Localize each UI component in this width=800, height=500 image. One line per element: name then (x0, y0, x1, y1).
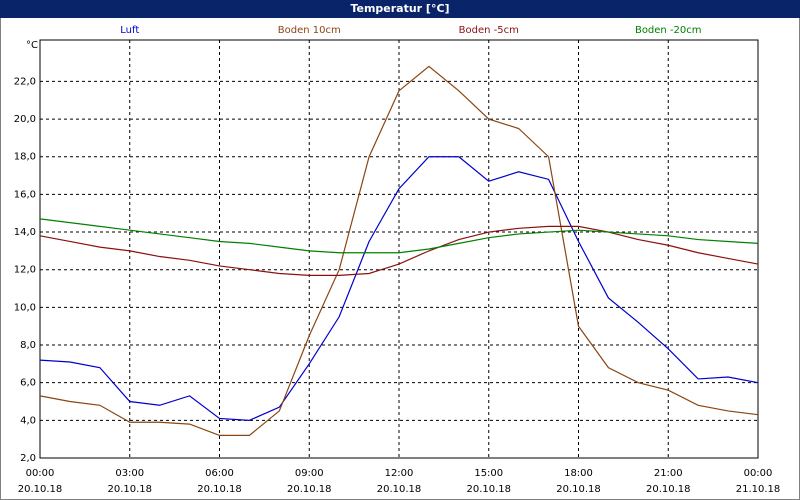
x-tick-date: 20.10.18 (287, 484, 332, 495)
x-tick-date: 20.10.18 (107, 484, 152, 495)
plot-border (39, 39, 759, 459)
y-tick-label: 16,0 (14, 189, 36, 200)
y-tick-label: 12,0 (14, 265, 36, 276)
x-tick-label: 09:00 (295, 468, 324, 479)
chart-title: Temperatur [°C] (350, 2, 449, 15)
x-tick-date: 20.10.18 (556, 484, 601, 495)
x-tick-label: 00:00 (26, 468, 55, 479)
y-tick-label: 20,0 (14, 114, 36, 125)
x-tick-label: 18:00 (564, 468, 593, 479)
legend-entry: Boden -5cm (459, 25, 519, 36)
legend-entry: Luft (120, 25, 139, 36)
y-tick-label: 22,0 (14, 76, 36, 87)
x-tick-date: 20.10.18 (377, 484, 422, 495)
data-line (39, 156, 759, 421)
data-line (39, 225, 759, 276)
y-tick-label: 2,0 (20, 453, 36, 464)
legend-entry: Boden 10cm (278, 25, 341, 36)
y-tick-label: 14,0 (14, 227, 36, 238)
y-tick-label: 6,0 (20, 378, 36, 389)
y-tick-label: 4,0 (20, 415, 36, 426)
data-line (39, 218, 759, 254)
x-tick-date: 20.10.18 (197, 484, 242, 495)
legend-entry: Boden -20cm (635, 25, 702, 36)
x-tick-date: 20.10.18 (466, 484, 511, 495)
x-tick-label: 12:00 (385, 468, 414, 479)
x-tick-date: 21.10.18 (736, 484, 781, 495)
title-bar (0, 0, 800, 18)
y-unit: °C (26, 40, 38, 51)
x-tick-label: 15:00 (474, 468, 503, 479)
x-tick-label: 00:00 (744, 468, 773, 479)
x-tick-label: 21:00 (654, 468, 683, 479)
x-tick-label: 03:00 (115, 468, 144, 479)
data-line (39, 65, 759, 437)
y-tick-label: 10,0 (14, 302, 36, 313)
y-tick-label: 8,0 (20, 340, 36, 351)
x-tick-date: 20.10.18 (18, 484, 63, 495)
x-tick-label: 06:00 (205, 468, 234, 479)
x-tick-date: 20.10.18 (646, 484, 691, 495)
y-tick-label: 18,0 (14, 152, 36, 163)
